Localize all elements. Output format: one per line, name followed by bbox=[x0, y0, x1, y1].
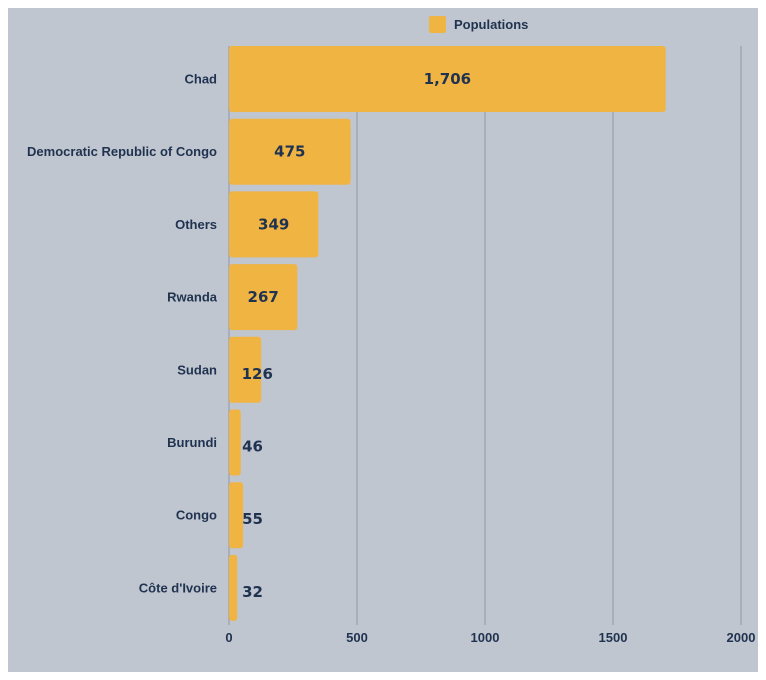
bar bbox=[229, 118, 351, 185]
data-label: 46 bbox=[242, 438, 263, 456]
bar bbox=[229, 191, 319, 258]
category-label: Congo bbox=[176, 508, 217, 523]
category-label: Rwanda bbox=[167, 290, 218, 305]
category-label: Others bbox=[175, 217, 217, 232]
category-label: Côte d'Ivoire bbox=[139, 580, 217, 595]
data-label: 349 bbox=[258, 215, 289, 233]
x-tick-label: 1500 bbox=[599, 630, 628, 645]
data-label: 1,706 bbox=[424, 70, 471, 88]
x-tick-label: 2000 bbox=[727, 630, 756, 645]
bar bbox=[229, 554, 238, 621]
data-label: 267 bbox=[248, 288, 279, 306]
x-tick-label: 500 bbox=[346, 630, 368, 645]
category-label: Sudan bbox=[177, 362, 217, 377]
x-axis: 0 500 1000 1500 2000 bbox=[225, 630, 755, 645]
data-label: 32 bbox=[242, 583, 263, 601]
category-labels: Chad Democratic Republic of Congo Others Rw… bbox=[27, 72, 218, 596]
bar-chart: Populations Chad Democratic Republic of C… bbox=[27, 16, 755, 645]
bar bbox=[229, 46, 666, 112]
x-tick-label: 0 bbox=[225, 630, 232, 645]
data-label: 475 bbox=[274, 143, 305, 161]
legend: Populations bbox=[429, 16, 528, 33]
bar bbox=[229, 336, 262, 403]
legend-label: Populations bbox=[454, 17, 528, 32]
chart-panel: Populations Chad Democratic Republic of C… bbox=[8, 8, 758, 672]
bars bbox=[229, 46, 666, 621]
bar bbox=[229, 482, 244, 549]
bar bbox=[229, 264, 298, 331]
bar bbox=[229, 409, 241, 476]
category-label: Chad bbox=[185, 72, 218, 87]
data-label: 55 bbox=[242, 510, 263, 528]
legend-swatch bbox=[429, 16, 446, 33]
data-label: 126 bbox=[242, 365, 273, 383]
category-label: Burundi bbox=[167, 435, 217, 450]
x-tick-label: 1000 bbox=[471, 630, 500, 645]
category-label: Democratic Republic of Congo bbox=[27, 144, 217, 159]
data-labels: 1,706 475 349 267 126 46 55 32 bbox=[242, 70, 472, 601]
